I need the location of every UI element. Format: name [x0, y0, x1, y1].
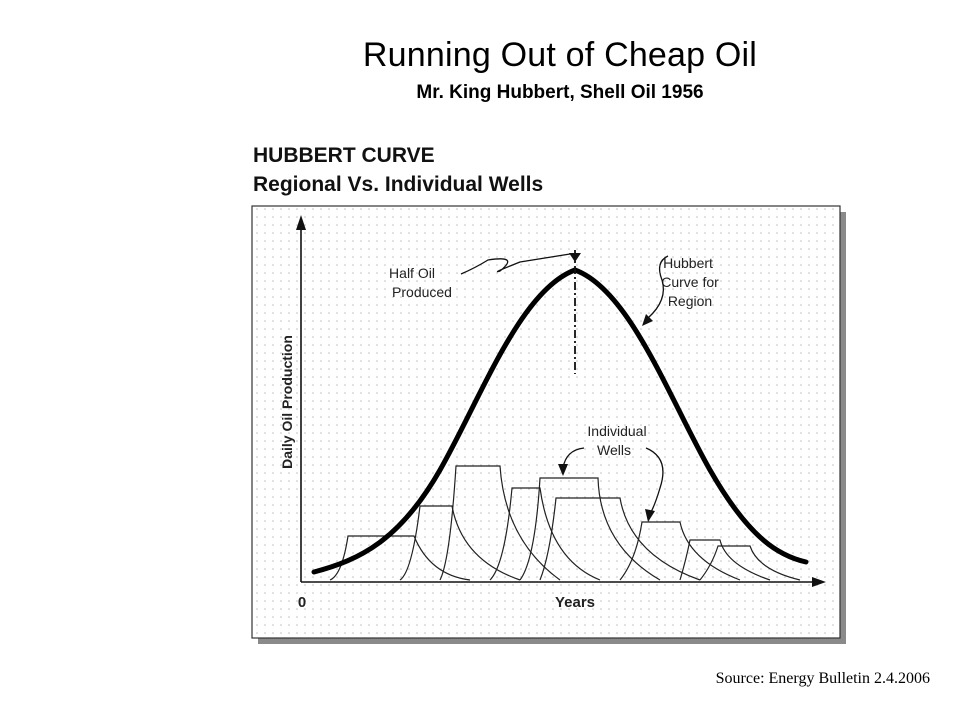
wells-pointer-right-arrowhead: [645, 509, 655, 522]
annotation-individual-wells: Individual Wells: [558, 423, 664, 522]
x-axis-label: Years: [555, 594, 595, 611]
annotation-hubbert-curve: Hubbert Curve for Region: [642, 255, 719, 326]
well-line: [489, 487, 601, 581]
y-axis-label: Daily Oil Production: [279, 335, 295, 469]
x-axis-arrowhead: [812, 577, 826, 587]
well-line: [619, 521, 741, 581]
well-line: [679, 539, 771, 581]
annotation-wells-line1: Individual: [587, 423, 646, 439]
well-line: [539, 497, 701, 581]
dot-grid: [253, 207, 839, 637]
half-oil-marker-tick: [569, 253, 581, 262]
wells-pointer-right: [645, 447, 664, 515]
annotation-wells-line2: Wells: [597, 442, 631, 458]
axes: [296, 215, 826, 587]
slide-subtitle: Mr. King Hubbert, Shell Oil 1956: [416, 82, 704, 103]
annotation-hubbert-line3: Region: [668, 293, 712, 309]
well-line: [519, 477, 661, 581]
annotation-hubbert-line2: Curve for: [661, 274, 719, 290]
half-oil-pointer: [460, 253, 571, 275]
figure-heading: HUBBERT CURVE Regional Vs. Individual We…: [253, 141, 543, 199]
well-line: [699, 545, 801, 581]
annotation-half-oil: Half Oil Produced: [389, 253, 571, 300]
origin-label: 0: [298, 594, 306, 611]
annotation-half-oil-line1: Half Oil: [389, 265, 435, 281]
slide-title: Running Out of Cheap Oil: [362, 36, 758, 74]
individual-wells: [329, 465, 801, 581]
annotation-half-oil-line2: Produced: [392, 284, 452, 300]
hubbert-pointer-arrowhead: [642, 314, 653, 326]
hubbert-pointer: [647, 255, 669, 319]
well-line: [399, 505, 521, 581]
annotation-hubbert-line1: Hubbert: [663, 255, 713, 271]
well-line: [329, 535, 471, 581]
wells-pointer-left-arrowhead: [558, 464, 568, 476]
source-note: Source: Energy Bulletin 2.4.2006: [715, 670, 930, 687]
y-axis-arrowhead: [296, 215, 306, 230]
figure-heading-line2: Regional Vs. Individual Wells: [253, 173, 544, 196]
figure-heading-line1: HUBBERT CURVE: [253, 144, 435, 167]
